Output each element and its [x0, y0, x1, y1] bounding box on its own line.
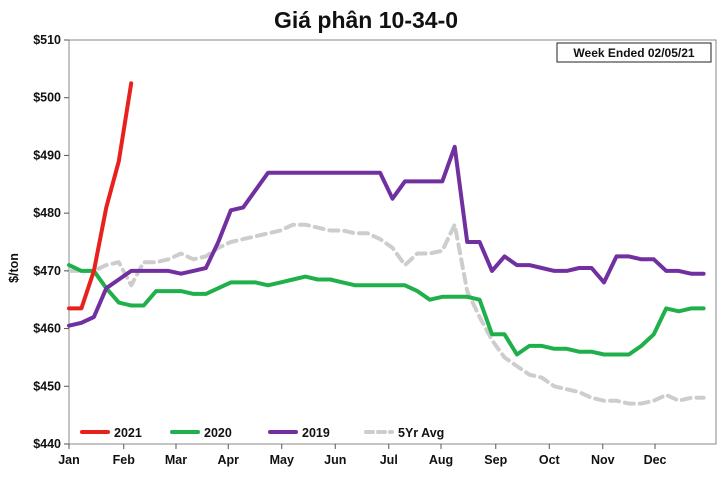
x-tick-label: May — [270, 453, 294, 467]
y-tick-label: $440 — [33, 437, 61, 451]
series-line-2021 — [67, 81, 134, 311]
legend: 2021 2020 2019 5Yr Avg — [80, 426, 444, 440]
y-tick-label: $500 — [33, 91, 61, 105]
y-tick-label: $450 — [33, 379, 61, 393]
x-tick-label: Sep — [484, 453, 507, 467]
x-tick-label: Aug — [429, 453, 453, 467]
y-tick-label: $510 — [33, 33, 61, 47]
y-tick-label: $470 — [33, 264, 61, 278]
y-axis-label: $/ton — [7, 253, 21, 283]
x-tick-label: Jun — [324, 453, 346, 467]
legend-label-5yr-avg: 5Yr Avg — [398, 426, 444, 440]
week-ended-box — [556, 42, 712, 63]
y-tick-label: $490 — [33, 148, 61, 162]
y-axis: $440 $450 $460 $470 $480 $490 $500 $510 — [33, 33, 69, 451]
plot-area — [68, 39, 717, 445]
week-ended-label: Week Ended 02/05/21 — [573, 46, 695, 60]
x-tick-label: Jan — [58, 453, 80, 467]
legend-label-2020: 2020 — [204, 426, 232, 440]
week-ended-note: Week Ended 02/05/21 — [556, 42, 712, 63]
y-tick-label: $460 — [33, 322, 61, 336]
legend-label-2019: 2019 — [302, 426, 330, 440]
series-line-2020 — [67, 263, 706, 357]
plot-border — [68, 39, 717, 445]
x-tick-label: Oct — [539, 453, 561, 467]
series-layer — [67, 81, 706, 406]
y-tick-label: $480 — [33, 206, 61, 220]
x-tick-label: Feb — [113, 453, 136, 467]
x-axis: Jan Feb Mar Apr May Jun Jul Aug Sep Oct Nov Dec — [58, 444, 667, 467]
series-line-5yr-avg — [67, 222, 706, 406]
x-tick-label: Apr — [217, 453, 239, 467]
series-line-2019 — [67, 144, 706, 328]
x-tick-label: Dec — [644, 453, 667, 467]
chart-title: Giá phân 10-34-0 — [274, 7, 458, 33]
legend-label-2021: 2021 — [114, 426, 142, 440]
x-tick-label: Nov — [591, 453, 615, 467]
x-tick-label: Jul — [380, 453, 398, 467]
x-tick-label: Mar — [165, 453, 187, 467]
